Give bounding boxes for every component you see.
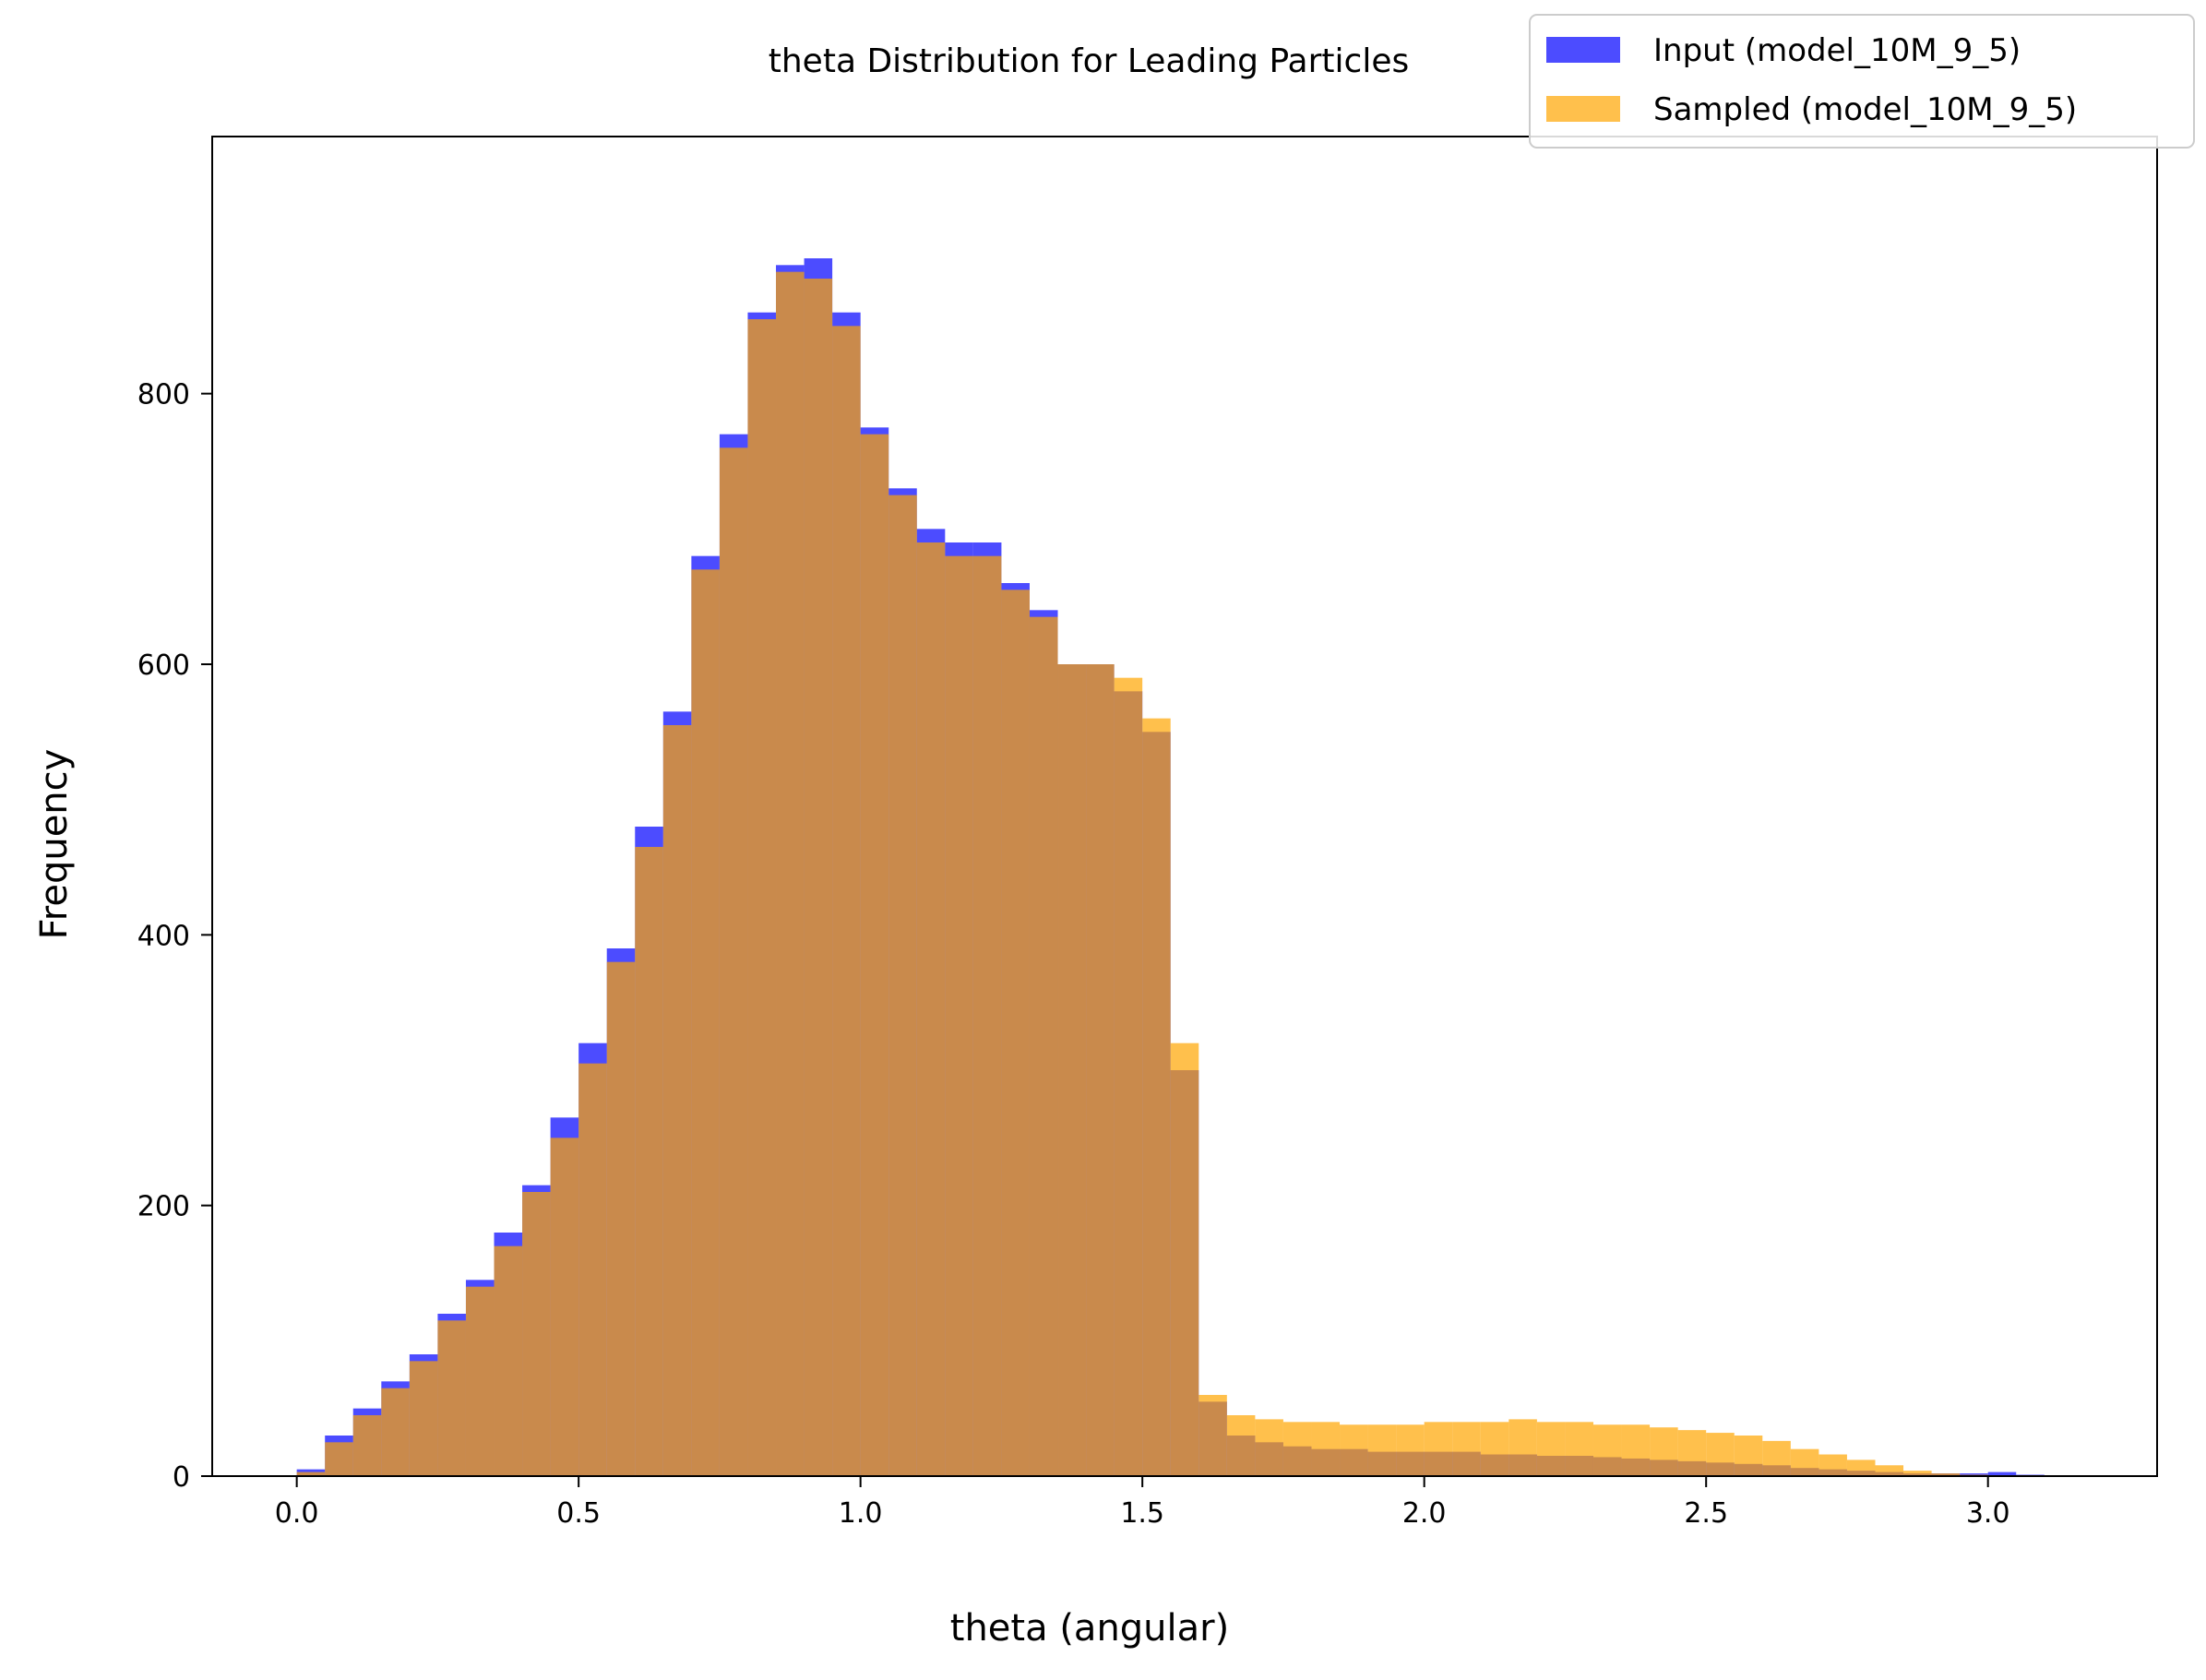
- histogram-bar: [1198, 1395, 1227, 1476]
- histogram-bar: [1057, 664, 1087, 1476]
- histogram-bar: [1142, 718, 1171, 1476]
- histogram-bar: [381, 1388, 410, 1476]
- histogram-bar: [691, 569, 720, 1476]
- histogram-bar: [1592, 1424, 1622, 1476]
- histogram-bar: [1508, 1419, 1537, 1476]
- histogram-bar: [1452, 1422, 1481, 1476]
- histogram-bar: [1367, 1424, 1397, 1476]
- histogram-bar: [1706, 1433, 1735, 1476]
- histogram-bar: [662, 725, 692, 1476]
- x-tick-label: 0.5: [556, 1497, 601, 1530]
- histogram-bar: [747, 319, 777, 1476]
- x-tick-label: 1.0: [839, 1497, 883, 1530]
- y-tick-label: 600: [137, 649, 190, 682]
- histogram-bar: [1931, 1473, 1961, 1476]
- histogram-bar: [1875, 1465, 1904, 1476]
- y-tick-label: 0: [173, 1461, 190, 1494]
- histogram-bar: [776, 271, 805, 1476]
- histogram-bar: [1226, 1415, 1256, 1476]
- histogram-bar: [860, 434, 889, 1476]
- x-tick-label: 2.0: [1402, 1497, 1447, 1530]
- histogram-bar: [945, 555, 973, 1476]
- x-tick-label: 1.5: [1120, 1497, 1164, 1530]
- histogram-bar: [1396, 1424, 1425, 1476]
- histogram-bar: [606, 961, 636, 1476]
- histogram-bar: [1536, 1422, 1566, 1476]
- histogram-bar: [437, 1320, 466, 1476]
- histogram-bar: [1565, 1422, 1593, 1476]
- series-sampled: [296, 271, 1988, 1477]
- histogram-bar: [832, 326, 861, 1477]
- legend-label-sampled: Sampled (model_10M_9_5): [1653, 91, 2077, 128]
- histogram-bar: [1650, 1427, 1678, 1476]
- histogram-bar: [1282, 1422, 1312, 1476]
- legend: Input (model_10M_9_5) Sampled (model_10M…: [1529, 14, 2195, 149]
- legend-frame: [1529, 14, 2195, 149]
- histogram-bar: [296, 1471, 326, 1476]
- x-axis-ticks: 0.0 0.5 1.0 1.5 2.0 2.5 3.0: [275, 1476, 2010, 1530]
- histogram-bar: [409, 1361, 438, 1476]
- y-tick-label: 200: [137, 1191, 190, 1223]
- histogram-bar: [1340, 1424, 1368, 1476]
- x-axis-label: theta (angular): [950, 1607, 1229, 1650]
- histogram-bar: [325, 1442, 353, 1476]
- x-tick-label: 3.0: [1966, 1497, 2010, 1530]
- histogram-bar: [719, 447, 748, 1477]
- histogram-bar: [1621, 1424, 1651, 1476]
- y-tick-label: 800: [137, 379, 190, 411]
- histogram-bar: [1987, 1471, 2017, 1476]
- histogram-bar: [916, 542, 946, 1476]
- x-tick-label: 0.0: [275, 1497, 319, 1530]
- legend-swatch-sampled: [1546, 96, 1620, 122]
- histogram-bar: [1790, 1448, 1819, 1476]
- x-tick-label: 2.5: [1684, 1497, 1728, 1530]
- y-axis-label: Frequency: [33, 749, 76, 940]
- y-axis-ticks: 0 200 400 600 800: [137, 379, 212, 1494]
- plot-area-frame: [211, 136, 2158, 1477]
- histogram-bar: [804, 279, 833, 1476]
- histogram-bar: [1170, 1043, 1199, 1476]
- histogram-bar: [972, 555, 1002, 1476]
- histogram-bar: [352, 1415, 382, 1476]
- histogram-bar: [1086, 664, 1115, 1476]
- histogram-bar: [1029, 616, 1058, 1476]
- histogram-bar: [1818, 1454, 1847, 1476]
- chart-title: theta Distribution for Leading Particles: [769, 42, 1409, 80]
- histogram-bar: [1762, 1440, 1791, 1476]
- histogram-bar: [1114, 677, 1143, 1476]
- histogram-bar: [1903, 1471, 1932, 1476]
- histogram-bars: [296, 258, 2045, 1477]
- histogram-bar: [1734, 1436, 1763, 1476]
- histogram-bar: [494, 1245, 523, 1476]
- histogram-bar: [578, 1063, 607, 1476]
- legend-swatch-input: [1546, 37, 1620, 63]
- histogram-bar: [522, 1192, 551, 1476]
- histogram-bar: [1255, 1419, 1283, 1476]
- histogram-bar: [1424, 1422, 1453, 1476]
- histogram-bar: [635, 847, 663, 1476]
- histogram-bar: [550, 1138, 579, 1476]
- legend-label-input: Input (model_10M_9_5): [1653, 32, 2021, 69]
- histogram-bar: [1677, 1430, 1707, 1476]
- histogram-bar: [888, 494, 917, 1477]
- histogram-bar: [1311, 1422, 1341, 1476]
- y-tick-label: 400: [137, 920, 190, 952]
- histogram-bar: [1846, 1460, 1876, 1476]
- histogram-bar: [465, 1286, 495, 1476]
- histogram-bar: [1001, 590, 1030, 1476]
- histogram-bar: [1480, 1422, 1509, 1476]
